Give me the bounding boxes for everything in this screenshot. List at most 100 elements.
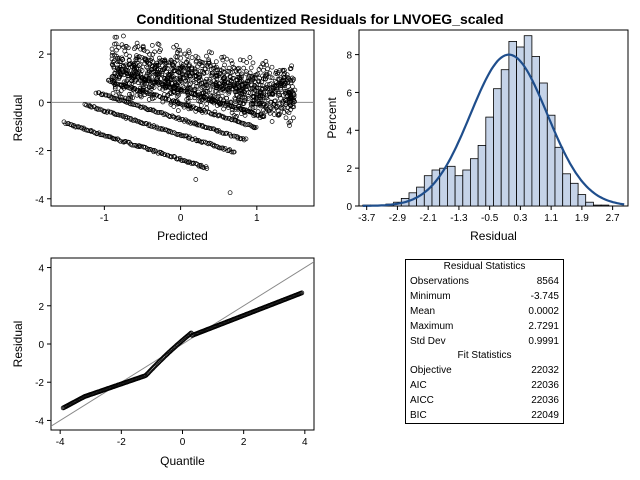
data-point [288, 66, 294, 71]
data-point [215, 113, 221, 119]
data-point [219, 55, 225, 60]
stats-label: AICC [410, 395, 434, 406]
histogram-bar [562, 173, 571, 207]
data-point [102, 109, 108, 115]
data-point [277, 92, 283, 98]
data-point [121, 33, 126, 39]
data-point [152, 124, 157, 130]
data-point [171, 62, 177, 68]
data-point [127, 61, 133, 67]
data-point [116, 91, 122, 97]
data-point [133, 118, 139, 123]
data-point [250, 74, 255, 80]
data-point [211, 62, 217, 68]
histogram-bar [462, 169, 471, 207]
data-point [253, 124, 259, 130]
data-point [280, 100, 285, 106]
data-point [216, 128, 222, 133]
data-point [241, 65, 247, 71]
data-point [116, 137, 122, 143]
data-point [112, 41, 117, 47]
data-point [226, 65, 232, 71]
data-point [226, 105, 231, 110]
stats-row: Observations 8564 [406, 274, 563, 289]
data-point [192, 87, 198, 93]
stats-row: Std Dev 0.9991 [406, 334, 563, 349]
data-point [235, 80, 241, 86]
data-point [83, 102, 89, 108]
data-point [179, 158, 185, 164]
y-tick-label: -4 [35, 195, 44, 206]
data-point [114, 112, 120, 118]
histogram-bar [485, 116, 494, 207]
stats-value: 0.0002 [528, 306, 559, 317]
data-point [165, 92, 171, 98]
data-point [122, 95, 128, 101]
data-point [146, 97, 152, 102]
data-point [185, 66, 190, 72]
data-point [234, 89, 240, 94]
data-point [231, 75, 236, 81]
data-point [277, 101, 283, 106]
data-point [168, 129, 174, 134]
data-point [193, 177, 199, 182]
data-point [280, 67, 286, 73]
data-point [149, 92, 155, 98]
data-point [242, 110, 248, 115]
data-point [286, 96, 292, 101]
stats-value: 22036 [531, 395, 559, 406]
data-point [277, 80, 283, 86]
data-point [160, 86, 165, 92]
data-point [248, 110, 254, 115]
data-point [171, 154, 177, 159]
data-point [89, 104, 94, 110]
y-tick-label: -2 [35, 147, 44, 158]
data-point [245, 122, 251, 127]
data-point [204, 125, 209, 131]
data-point [172, 84, 178, 89]
data-point [132, 63, 137, 69]
data-point [188, 106, 194, 111]
data-point [63, 121, 69, 127]
y-tick-label: 8 [346, 51, 352, 62]
normal-density-curve [362, 53, 625, 207]
data-point [94, 105, 100, 111]
data-point [265, 97, 271, 103]
data-point [278, 85, 283, 91]
histogram-bar [500, 69, 510, 207]
histogram-bar [431, 169, 441, 207]
data-point [256, 78, 261, 84]
data-point [151, 95, 157, 101]
x-tick-label: -2.9 [389, 213, 407, 224]
data-point [251, 110, 256, 116]
histogram-bar [477, 144, 487, 207]
data-point [260, 73, 265, 79]
data-point [193, 106, 199, 112]
data-point [112, 70, 118, 76]
histogram-bar [585, 201, 594, 207]
data-point [146, 60, 151, 66]
data-point [162, 92, 167, 97]
data-point [138, 93, 144, 98]
histogram-bar [577, 194, 587, 207]
data-point [217, 129, 223, 135]
data-point [237, 57, 243, 63]
data-point [151, 81, 157, 86]
data-point [118, 138, 123, 144]
data-point [268, 81, 274, 87]
data-point [142, 81, 147, 87]
data-point [197, 106, 202, 112]
data-point [209, 70, 215, 76]
stats-value: 2.7291 [528, 321, 559, 332]
data-point [271, 101, 277, 107]
data-point [184, 118, 190, 124]
data-point [132, 79, 137, 85]
data-point [236, 65, 242, 71]
data-point [205, 85, 211, 91]
data-point [174, 93, 180, 99]
y-tick-label: -2 [35, 378, 44, 389]
data-point [169, 154, 174, 160]
data-point [286, 120, 292, 126]
data-point [152, 49, 157, 55]
data-point [282, 67, 287, 73]
